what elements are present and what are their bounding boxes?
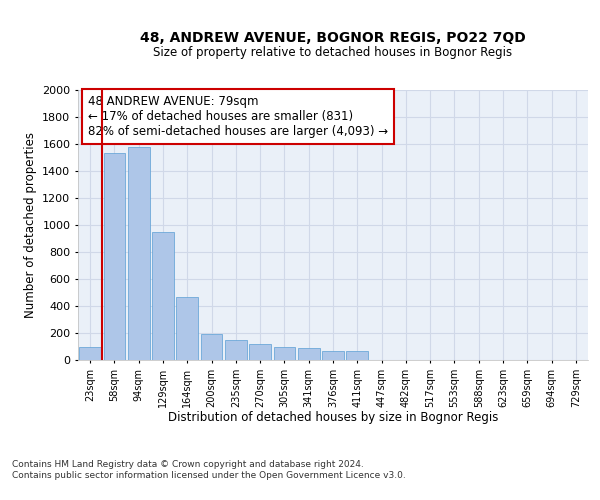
Text: Distribution of detached houses by size in Bognor Regis: Distribution of detached houses by size … bbox=[168, 411, 498, 424]
Y-axis label: Number of detached properties: Number of detached properties bbox=[23, 132, 37, 318]
Bar bbox=[274, 346, 295, 360]
Text: Size of property relative to detached houses in Bognor Regis: Size of property relative to detached ho… bbox=[154, 46, 512, 59]
Bar bbox=[152, 232, 174, 360]
Text: Contains HM Land Registry data © Crown copyright and database right 2024.
Contai: Contains HM Land Registry data © Crown c… bbox=[12, 460, 406, 479]
Bar bbox=[346, 351, 368, 360]
Bar bbox=[104, 154, 125, 360]
Bar bbox=[225, 340, 247, 360]
Bar bbox=[298, 348, 320, 360]
Text: 48 ANDREW AVENUE: 79sqm
← 17% of detached houses are smaller (831)
82% of semi-d: 48 ANDREW AVENUE: 79sqm ← 17% of detache… bbox=[88, 96, 388, 138]
Bar bbox=[128, 146, 149, 360]
Bar bbox=[249, 344, 271, 360]
Bar bbox=[322, 350, 344, 360]
Bar bbox=[176, 296, 198, 360]
Bar bbox=[200, 334, 223, 360]
Bar bbox=[79, 346, 101, 360]
Text: 48, ANDREW AVENUE, BOGNOR REGIS, PO22 7QD: 48, ANDREW AVENUE, BOGNOR REGIS, PO22 7Q… bbox=[140, 30, 526, 44]
